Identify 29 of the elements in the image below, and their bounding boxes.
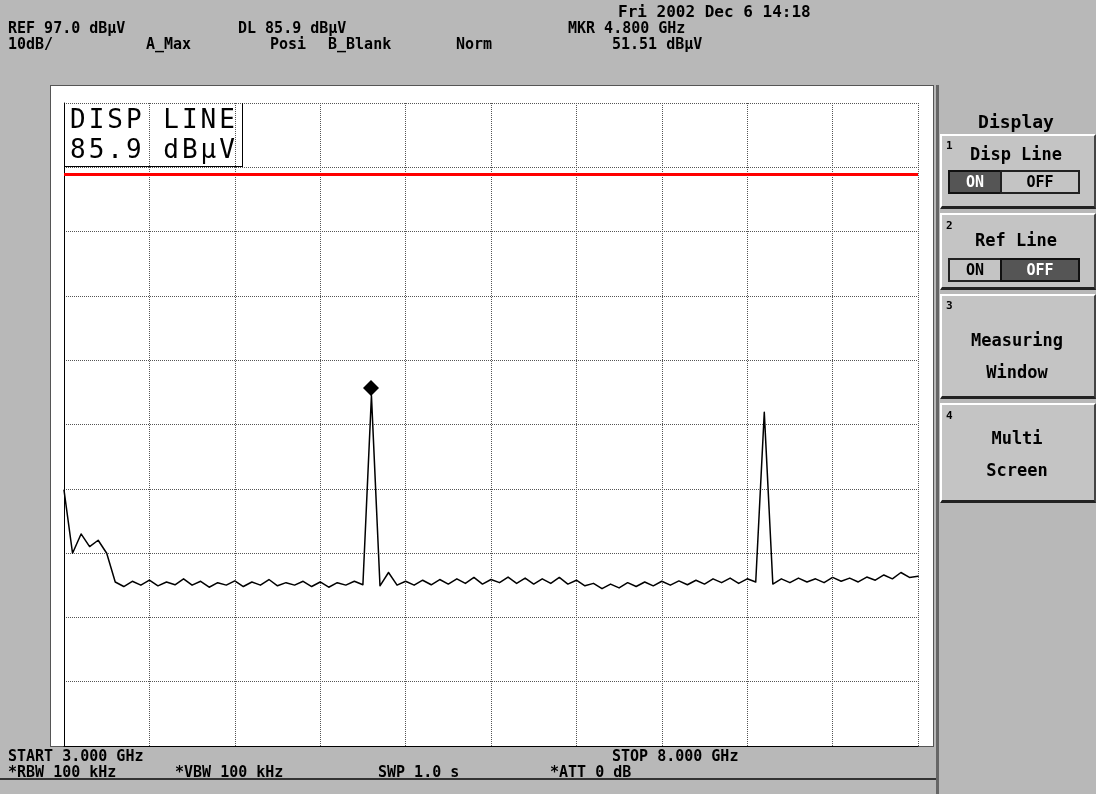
text: REF 97.0 dBµV <box>8 19 126 37</box>
text: 1 <box>946 138 953 154</box>
text: START 3.000 GHz <box>8 747 144 765</box>
text: *RBW 100 kHz <box>8 763 117 781</box>
text: 4 <box>946 408 953 424</box>
text: OFF <box>1000 258 1080 282</box>
text: B_Blank <box>328 35 392 53</box>
text: ON <box>948 258 1002 282</box>
text: Posi <box>270 35 307 53</box>
text: *ATT 0 dB <box>550 763 632 781</box>
text: DL 85.9 dBµV <box>238 19 347 37</box>
text: Fri 2002 Dec 6 14:18 <box>618 2 811 21</box>
text: Measuring Window <box>969 329 1065 384</box>
text: 51.51 dBµV <box>612 35 703 53</box>
text: Disp Line <box>969 144 1063 164</box>
text: Display <box>977 111 1055 132</box>
text: Norm <box>456 35 493 53</box>
text: 3 <box>946 298 953 314</box>
text: Multi Screen <box>985 427 1049 482</box>
text: 10dB/ <box>8 35 54 53</box>
text: SWP 1.0 s <box>378 763 460 781</box>
text: A_Max <box>146 35 192 53</box>
text: OFF <box>1000 170 1080 194</box>
text: ON <box>948 170 1002 194</box>
text: 2 <box>946 218 953 234</box>
text: *VBW 100 kHz <box>175 763 284 781</box>
text: MKR 4.800 GHz <box>568 19 686 37</box>
text: Ref Line <box>974 230 1058 250</box>
text: STOP 8.000 GHz <box>612 747 739 765</box>
